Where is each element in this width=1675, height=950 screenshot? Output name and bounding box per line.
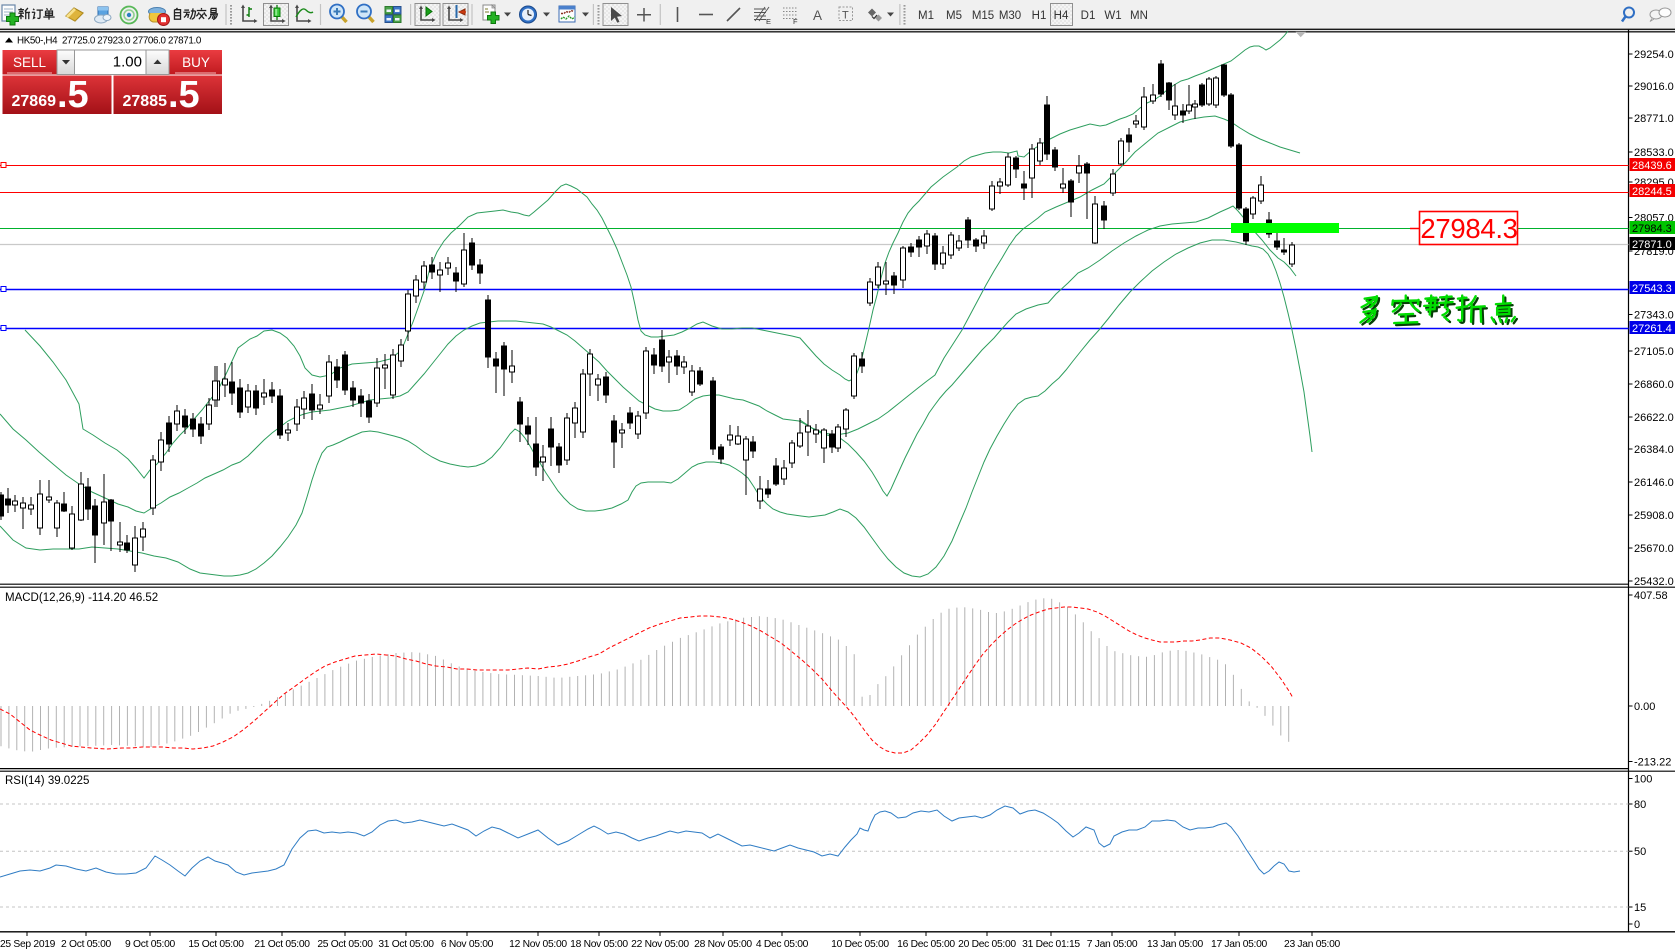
svg-text:MACD(12,26,9) -114.20 46.52: MACD(12,26,9) -114.20 46.52 [5, 592, 158, 604]
svg-text:H1: H1 [1032, 10, 1047, 22]
svg-text:27984.3: 27984.3 [1632, 223, 1672, 235]
svg-text:28244.5: 28244.5 [1632, 186, 1672, 198]
svg-text:28533.0: 28533.0 [1634, 147, 1674, 159]
svg-text:21 Oct 05:00: 21 Oct 05:00 [254, 939, 310, 950]
svg-text:25 Sep 2019: 25 Sep 2019 [0, 939, 56, 950]
svg-text:0: 0 [1634, 919, 1640, 931]
svg-text:M15: M15 [972, 10, 994, 22]
svg-text:26384.0: 26384.0 [1634, 444, 1674, 456]
svg-text:13 Jan 05:00: 13 Jan 05:00 [1147, 939, 1204, 950]
svg-text:29254.0: 29254.0 [1634, 49, 1674, 61]
svg-text:15 Oct 05:00: 15 Oct 05:00 [188, 939, 244, 950]
svg-text:27343.0: 27343.0 [1634, 310, 1674, 322]
svg-text:W1: W1 [1104, 10, 1121, 22]
svg-text:2 Oct 05:00: 2 Oct 05:00 [61, 939, 112, 950]
svg-text:D1: D1 [1081, 10, 1096, 22]
svg-text:31 Dec 01:15: 31 Dec 01:15 [1022, 939, 1080, 950]
svg-text:22 Nov 05:00: 22 Nov 05:00 [631, 939, 689, 950]
svg-text:28439.6: 28439.6 [1632, 160, 1672, 172]
svg-text:27984.3: 27984.3 [1420, 213, 1517, 244]
svg-text:15: 15 [1634, 902, 1646, 914]
svg-text:10 Dec 05:00: 10 Dec 05:00 [831, 939, 889, 950]
svg-text:T: T [842, 10, 849, 22]
svg-text:MN: MN [1130, 10, 1148, 22]
svg-text:29016.0: 29016.0 [1634, 81, 1674, 93]
svg-text:26860.0: 26860.0 [1634, 379, 1674, 391]
svg-text:-213.22: -213.22 [1634, 757, 1671, 769]
svg-text:26146.0: 26146.0 [1634, 477, 1674, 489]
svg-text:HK50-,H4 27725.0 27923.0 2770: HK50-,H4 27725.0 27923.0 27706.0 27871.0 [17, 36, 202, 47]
svg-text:4 Dec 05:00: 4 Dec 05:00 [756, 939, 809, 950]
svg-text:27885: 27885 [123, 93, 168, 110]
svg-text:27105.0: 27105.0 [1634, 346, 1674, 358]
svg-text:12 Nov 05:00: 12 Nov 05:00 [509, 939, 567, 950]
svg-text:1.00: 1.00 [113, 54, 142, 71]
svg-text:25908.0: 25908.0 [1634, 510, 1674, 522]
svg-text:20 Dec 05:00: 20 Dec 05:00 [958, 939, 1016, 950]
svg-text:E: E [766, 17, 771, 26]
svg-text:27543.3: 27543.3 [1632, 283, 1672, 295]
svg-text:M1: M1 [918, 10, 934, 22]
svg-text:H4: H4 [1054, 10, 1069, 22]
svg-text:100: 100 [1634, 774, 1652, 786]
svg-text:.5: .5 [168, 74, 200, 116]
svg-text:7 Jan 05:00: 7 Jan 05:00 [1087, 939, 1138, 950]
svg-text:M5: M5 [946, 10, 962, 22]
svg-text:50: 50 [1634, 846, 1646, 858]
svg-text:6 Nov 05:00: 6 Nov 05:00 [441, 939, 494, 950]
svg-text:26622.0: 26622.0 [1634, 412, 1674, 424]
svg-text:0.00: 0.00 [1634, 701, 1655, 713]
svg-text:28 Nov 05:00: 28 Nov 05:00 [694, 939, 752, 950]
svg-text:SELL: SELL [13, 55, 47, 70]
svg-text:407.58: 407.58 [1634, 590, 1668, 602]
svg-text:80: 80 [1634, 799, 1646, 811]
svg-text:16 Dec 05:00: 16 Dec 05:00 [897, 939, 955, 950]
svg-text:25 Oct 05:00: 25 Oct 05:00 [317, 939, 373, 950]
svg-text:23 Jan 05:00: 23 Jan 05:00 [1284, 939, 1341, 950]
svg-text:M30: M30 [999, 10, 1021, 22]
svg-text:.5: .5 [57, 74, 89, 116]
svg-text:9 Oct 05:00: 9 Oct 05:00 [125, 939, 176, 950]
svg-text:25670.0: 25670.0 [1634, 543, 1674, 555]
svg-text:F: F [793, 17, 798, 26]
svg-text:25432.0: 25432.0 [1634, 576, 1674, 588]
svg-text:18 Nov 05:00: 18 Nov 05:00 [570, 939, 628, 950]
svg-text:A: A [813, 8, 822, 23]
svg-text:31 Oct 05:00: 31 Oct 05:00 [378, 939, 434, 950]
svg-text:27869: 27869 [12, 93, 57, 110]
svg-text:RSI(14) 39.0225: RSI(14) 39.0225 [5, 775, 89, 787]
svg-text:27261.4: 27261.4 [1632, 323, 1672, 335]
svg-text:17 Jan 05:00: 17 Jan 05:00 [1211, 939, 1268, 950]
svg-text:BUY: BUY [182, 55, 210, 70]
svg-text:28771.0: 28771.0 [1634, 113, 1674, 125]
svg-text:27871.0: 27871.0 [1632, 239, 1672, 251]
